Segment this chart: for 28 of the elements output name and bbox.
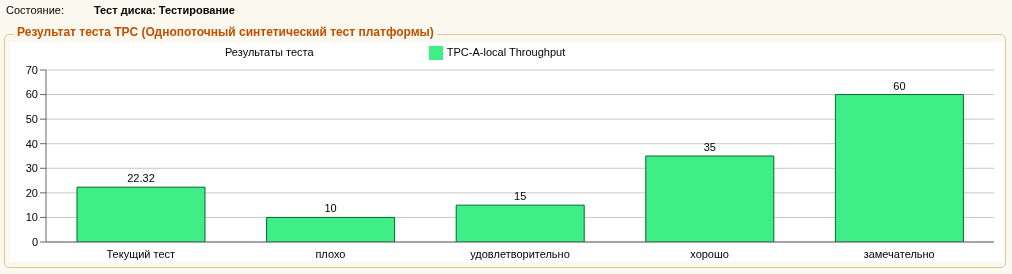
bar: [645, 155, 775, 242]
chart-title: Результат теста TPC (Однопоточный синтетический тест платформы): [14, 25, 437, 39]
x-tick-label: хорошо: [690, 247, 729, 260]
x-tick-label: Текущий тест: [106, 247, 176, 260]
y-tick-label: 40: [25, 137, 38, 150]
data-label: 22.32: [127, 172, 155, 185]
text: Состояние:: [6, 4, 64, 16]
data-label: 60: [893, 79, 906, 92]
y-tick-label: 60: [25, 88, 38, 101]
y-tick-label: 70: [25, 63, 38, 76]
data-label: 10: [324, 202, 337, 215]
bar: [266, 216, 396, 242]
chart-subtitle: Результаты теста: [225, 46, 314, 58]
legend-label: TPC-A-local Throughput: [446, 46, 566, 58]
y-tick-label: 50: [25, 113, 38, 126]
y-tick-label: 20: [25, 186, 38, 199]
x-tick-label: удовлетворительно: [470, 247, 570, 260]
x-tick-label: плохо: [315, 247, 346, 260]
data-label: 35: [703, 141, 716, 153]
y-tick-label: 30: [25, 162, 38, 175]
bar: [76, 186, 206, 242]
y-tick-label: 0: [31, 235, 38, 248]
x-tick-label: замечательно: [863, 247, 935, 260]
data-label: 15: [514, 190, 527, 203]
y-tick-label: 10: [25, 211, 38, 224]
text: Тест диска: Тестирование: [93, 4, 235, 16]
bar: [834, 94, 964, 242]
bar: [455, 204, 585, 242]
